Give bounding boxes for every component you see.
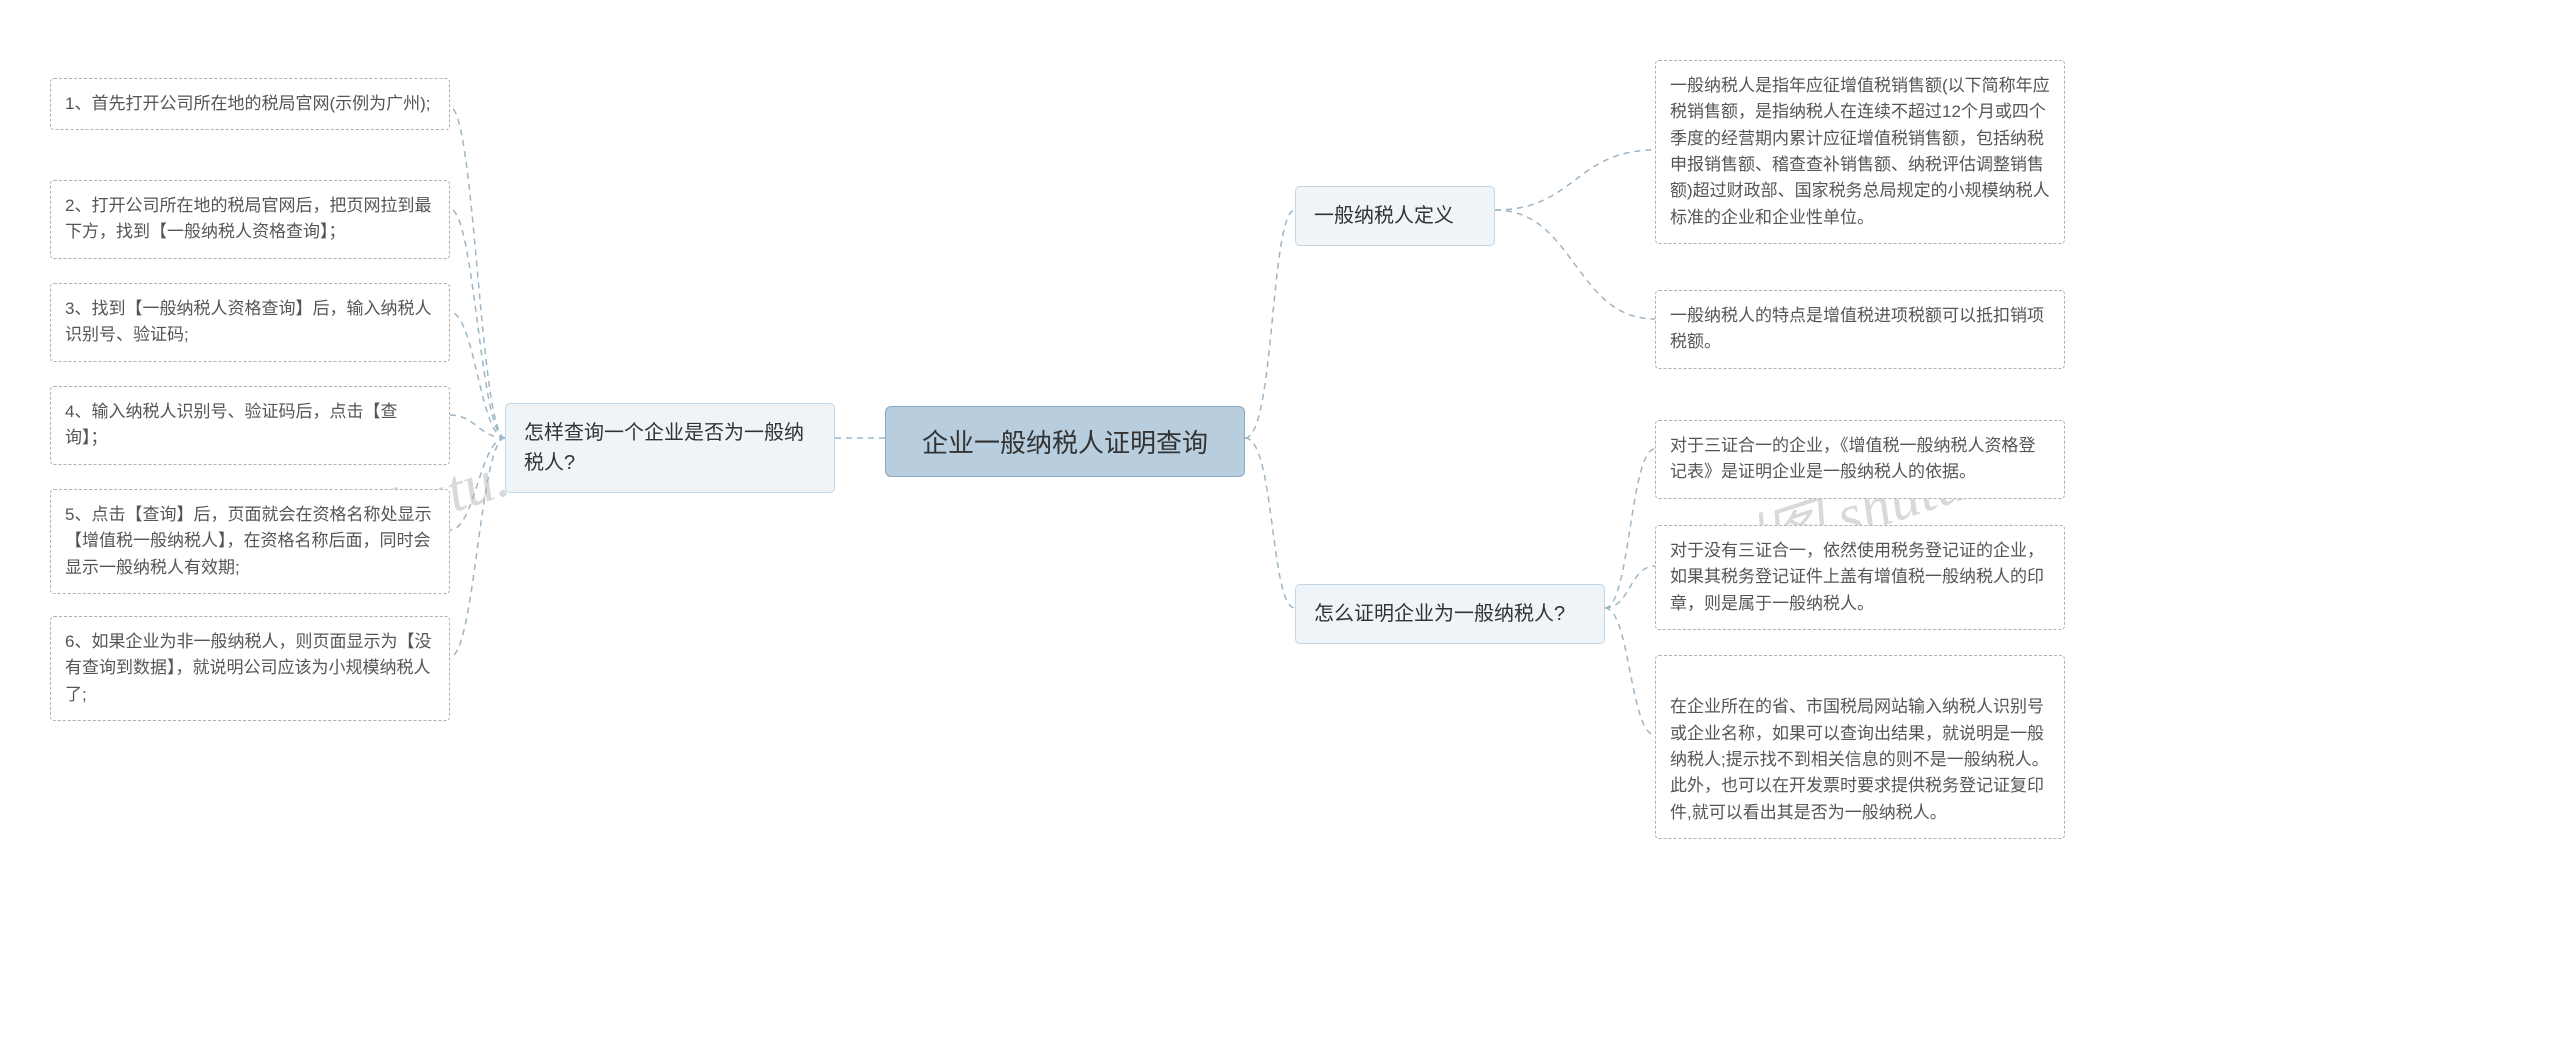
leaf-text: 3、找到【一般纳税人资格查询】后，输入纳税人识别号、验证码; [65, 299, 431, 344]
leaf-text: 5、点击【查询】后，页面就会在资格名称处显示【增值税一般纳税人】，在资格名称后面… [65, 505, 431, 577]
right-branch-prove[interactable]: 怎么证明企业为一般纳税人? [1295, 584, 1605, 644]
branch-label: 怎么证明企业为一般纳税人? [1314, 603, 1565, 625]
prove-leaf-1[interactable]: 对于三证合一的企业，《增值税一般纳税人资格登记表》是证明企业是一般纳税人的依据。 [1655, 420, 2065, 499]
leaf-text: 对于三证合一的企业，《增值税一般纳税人资格登记表》是证明企业是一般纳税人的依据。 [1670, 436, 2036, 481]
prove-leaf-2[interactable]: 对于没有三证合一，依然使用税务登记证的企业，如果其税务登记证件上盖有增值税一般纳… [1655, 525, 2065, 630]
leaf-text: 2、打开公司所在地的税局官网后，把页网拉到最下方，找到【一般纳税人资格查询】； [65, 196, 431, 241]
prove-leaf-3[interactable]: 在企业所在的省、市国税局网站输入纳税人识别号或企业名称，如果可以查询出结果，就说… [1655, 655, 2065, 839]
leaf-text: 一般纳税人是指年应征增值税销售额(以下简称年应税销售额，是指纳税人在连续不超过1… [1670, 76, 2050, 227]
left-branch[interactable]: 怎样查询一个企业是否为一般纳税人? [505, 403, 835, 493]
leaf-text: 对于没有三证合一，依然使用税务登记证的企业，如果其税务登记证件上盖有增值税一般纳… [1670, 541, 2044, 613]
left-leaf-4[interactable]: 4、输入纳税人识别号、验证码后，点击【查询】； [50, 386, 450, 465]
left-leaf-3[interactable]: 3、找到【一般纳税人资格查询】后，输入纳税人识别号、验证码; [50, 283, 450, 362]
root-label: 企业一般纳税人证明查询 [922, 428, 1208, 458]
leaf-text: 一般纳税人的特点是增值税进项税额可以抵扣销项税额。 [1670, 306, 2044, 351]
def-leaf-2[interactable]: 一般纳税人的特点是增值税进项税额可以抵扣销项税额。 [1655, 290, 2065, 369]
left-leaf-6[interactable]: 6、如果企业为非一般纳税人，则页面显示为【没有查询到数据】，就说明公司应该为小规… [50, 616, 450, 721]
root-node[interactable]: 企业一般纳税人证明查询 [885, 406, 1245, 477]
leaf-text: 1、首先打开公司所在地的税局官网(示例为广州); [65, 94, 431, 113]
left-leaf-5[interactable]: 5、点击【查询】后，页面就会在资格名称处显示【增值税一般纳税人】，在资格名称后面… [50, 489, 450, 594]
leaf-text: 在企业所在的省、市国税局网站输入纳税人识别号或企业名称，如果可以查询出结果，就说… [1670, 697, 2049, 821]
left-branch-label: 怎样查询一个企业是否为一般纳税人? [524, 422, 804, 474]
leaf-text: 4、输入纳税人识别号、验证码后，点击【查询】； [65, 402, 397, 447]
left-leaf-1[interactable]: 1、首先打开公司所在地的税局官网(示例为广州); [50, 78, 450, 130]
leaf-text: 6、如果企业为非一般纳税人，则页面显示为【没有查询到数据】，就说明公司应该为小规… [65, 632, 431, 704]
left-leaf-2[interactable]: 2、打开公司所在地的税局官网后，把页网拉到最下方，找到【一般纳税人资格查询】； [50, 180, 450, 259]
def-leaf-1[interactable]: 一般纳税人是指年应征增值税销售额(以下简称年应税销售额，是指纳税人在连续不超过1… [1655, 60, 2065, 244]
right-branch-definition[interactable]: 一般纳税人定义 [1295, 186, 1495, 246]
branch-label: 一般纳税人定义 [1314, 205, 1454, 227]
